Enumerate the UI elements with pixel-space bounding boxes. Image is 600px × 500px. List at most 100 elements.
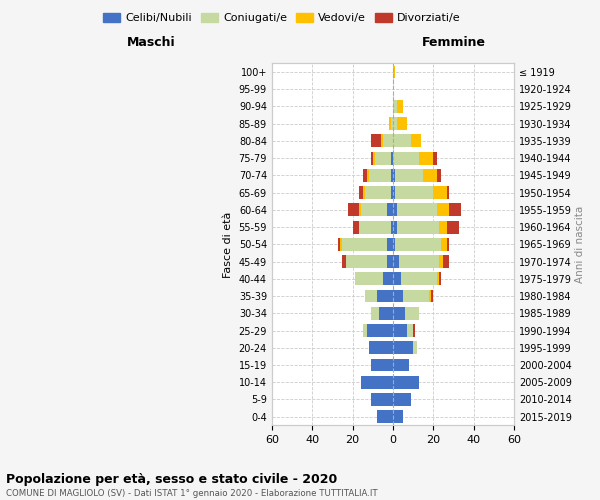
Bar xyxy=(393,118,397,130)
Bar xyxy=(340,238,343,251)
Bar xyxy=(395,169,423,182)
Bar xyxy=(391,220,393,234)
Bar xyxy=(439,255,443,268)
Bar xyxy=(361,376,393,388)
Bar xyxy=(375,152,391,164)
Bar xyxy=(361,204,387,216)
Bar xyxy=(399,255,439,268)
Bar xyxy=(387,238,393,251)
Bar xyxy=(393,220,397,234)
Bar xyxy=(389,118,391,130)
Bar xyxy=(395,238,441,251)
Bar xyxy=(439,272,441,285)
Bar xyxy=(393,186,395,199)
Bar xyxy=(437,204,449,216)
Bar xyxy=(437,169,441,182)
Bar xyxy=(393,204,397,216)
Bar xyxy=(379,307,393,320)
Bar xyxy=(367,169,368,182)
Bar xyxy=(346,255,387,268)
Bar xyxy=(359,204,361,216)
Bar xyxy=(448,238,449,251)
Bar xyxy=(393,358,409,372)
Bar xyxy=(393,272,401,285)
Bar xyxy=(353,220,359,234)
Text: COMUNE DI MAGLIOLO (SV) - Dati ISTAT 1° gennaio 2020 - Elaborazione TUTTITALIA.I: COMUNE DI MAGLIOLO (SV) - Dati ISTAT 1° … xyxy=(6,489,377,498)
Bar xyxy=(393,410,403,423)
Bar xyxy=(365,186,391,199)
Bar xyxy=(343,255,346,268)
Bar xyxy=(367,324,393,337)
Text: Maschi: Maschi xyxy=(127,36,175,49)
Bar xyxy=(362,186,365,199)
Bar xyxy=(383,134,393,147)
Bar xyxy=(391,152,393,164)
Bar xyxy=(371,358,393,372)
Bar xyxy=(397,118,407,130)
Bar xyxy=(439,220,448,234)
Bar xyxy=(387,204,393,216)
Bar xyxy=(405,307,419,320)
Bar xyxy=(413,324,415,337)
Bar xyxy=(373,152,375,164)
Bar xyxy=(407,324,413,337)
Text: Femmine: Femmine xyxy=(421,36,485,49)
Bar xyxy=(393,324,407,337)
Bar xyxy=(423,169,437,182)
Bar xyxy=(393,342,413,354)
Bar xyxy=(411,134,421,147)
Bar xyxy=(393,307,405,320)
Bar xyxy=(429,290,431,302)
Bar xyxy=(371,393,393,406)
Bar xyxy=(368,342,393,354)
Bar xyxy=(391,186,393,199)
Bar xyxy=(393,169,395,182)
Bar xyxy=(448,220,460,234)
Bar xyxy=(362,324,367,337)
Bar xyxy=(393,376,419,388)
Bar xyxy=(391,169,393,182)
Bar xyxy=(383,272,393,285)
Bar xyxy=(413,342,417,354)
Bar xyxy=(371,152,373,164)
Bar xyxy=(395,186,433,199)
Bar xyxy=(393,134,411,147)
Bar xyxy=(377,410,393,423)
Bar xyxy=(393,238,395,251)
Bar xyxy=(443,255,449,268)
Bar xyxy=(397,220,439,234)
Bar xyxy=(393,152,419,164)
Bar xyxy=(391,118,393,130)
Bar xyxy=(365,290,377,302)
Bar xyxy=(377,290,393,302)
Bar xyxy=(343,238,387,251)
Bar xyxy=(433,152,437,164)
Bar xyxy=(419,152,433,164)
Bar xyxy=(338,238,340,251)
Bar xyxy=(387,255,393,268)
Y-axis label: Fasce di età: Fasce di età xyxy=(223,211,233,278)
Bar xyxy=(431,290,433,302)
Bar xyxy=(393,100,397,113)
Bar xyxy=(393,290,403,302)
Bar xyxy=(433,186,448,199)
Bar xyxy=(362,169,367,182)
Bar xyxy=(393,66,395,78)
Bar xyxy=(401,272,437,285)
Bar xyxy=(437,272,439,285)
Bar xyxy=(449,204,461,216)
Bar xyxy=(368,169,391,182)
Bar xyxy=(397,204,437,216)
Bar xyxy=(359,186,362,199)
Y-axis label: Anni di nascita: Anni di nascita xyxy=(575,206,585,283)
Bar xyxy=(397,100,403,113)
Text: Popolazione per età, sesso e stato civile - 2020: Popolazione per età, sesso e stato civil… xyxy=(6,472,337,486)
Bar xyxy=(355,272,383,285)
Bar xyxy=(403,290,429,302)
Bar xyxy=(393,393,411,406)
Bar xyxy=(381,134,383,147)
Bar xyxy=(441,238,448,251)
Bar xyxy=(349,204,359,216)
Bar xyxy=(359,220,391,234)
Bar xyxy=(371,134,381,147)
